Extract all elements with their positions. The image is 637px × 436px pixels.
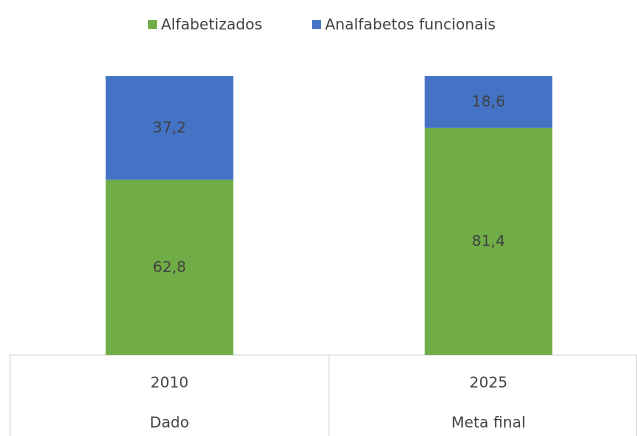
x-group-label: Meta final: [451, 414, 525, 432]
legend-swatch: [312, 20, 321, 29]
x-tick-label: 2010: [150, 374, 188, 392]
x-tick-label: 2025: [469, 374, 507, 392]
data-label: 81,4: [472, 232, 505, 250]
x-group-label: Dado: [150, 414, 189, 432]
legend-label: Analfabetos funcionais: [325, 16, 496, 34]
legend-swatch: [148, 20, 157, 29]
data-label: 62,8: [153, 258, 186, 276]
bar-segment: [424, 127, 553, 355]
bar-segment: [424, 76, 553, 128]
bar-segment: [105, 76, 234, 180]
data-label: 18,6: [472, 92, 505, 110]
data-label: 37,2: [153, 118, 186, 136]
legend-label: Alfabetizados: [161, 16, 262, 34]
bar-segment: [105, 179, 234, 355]
